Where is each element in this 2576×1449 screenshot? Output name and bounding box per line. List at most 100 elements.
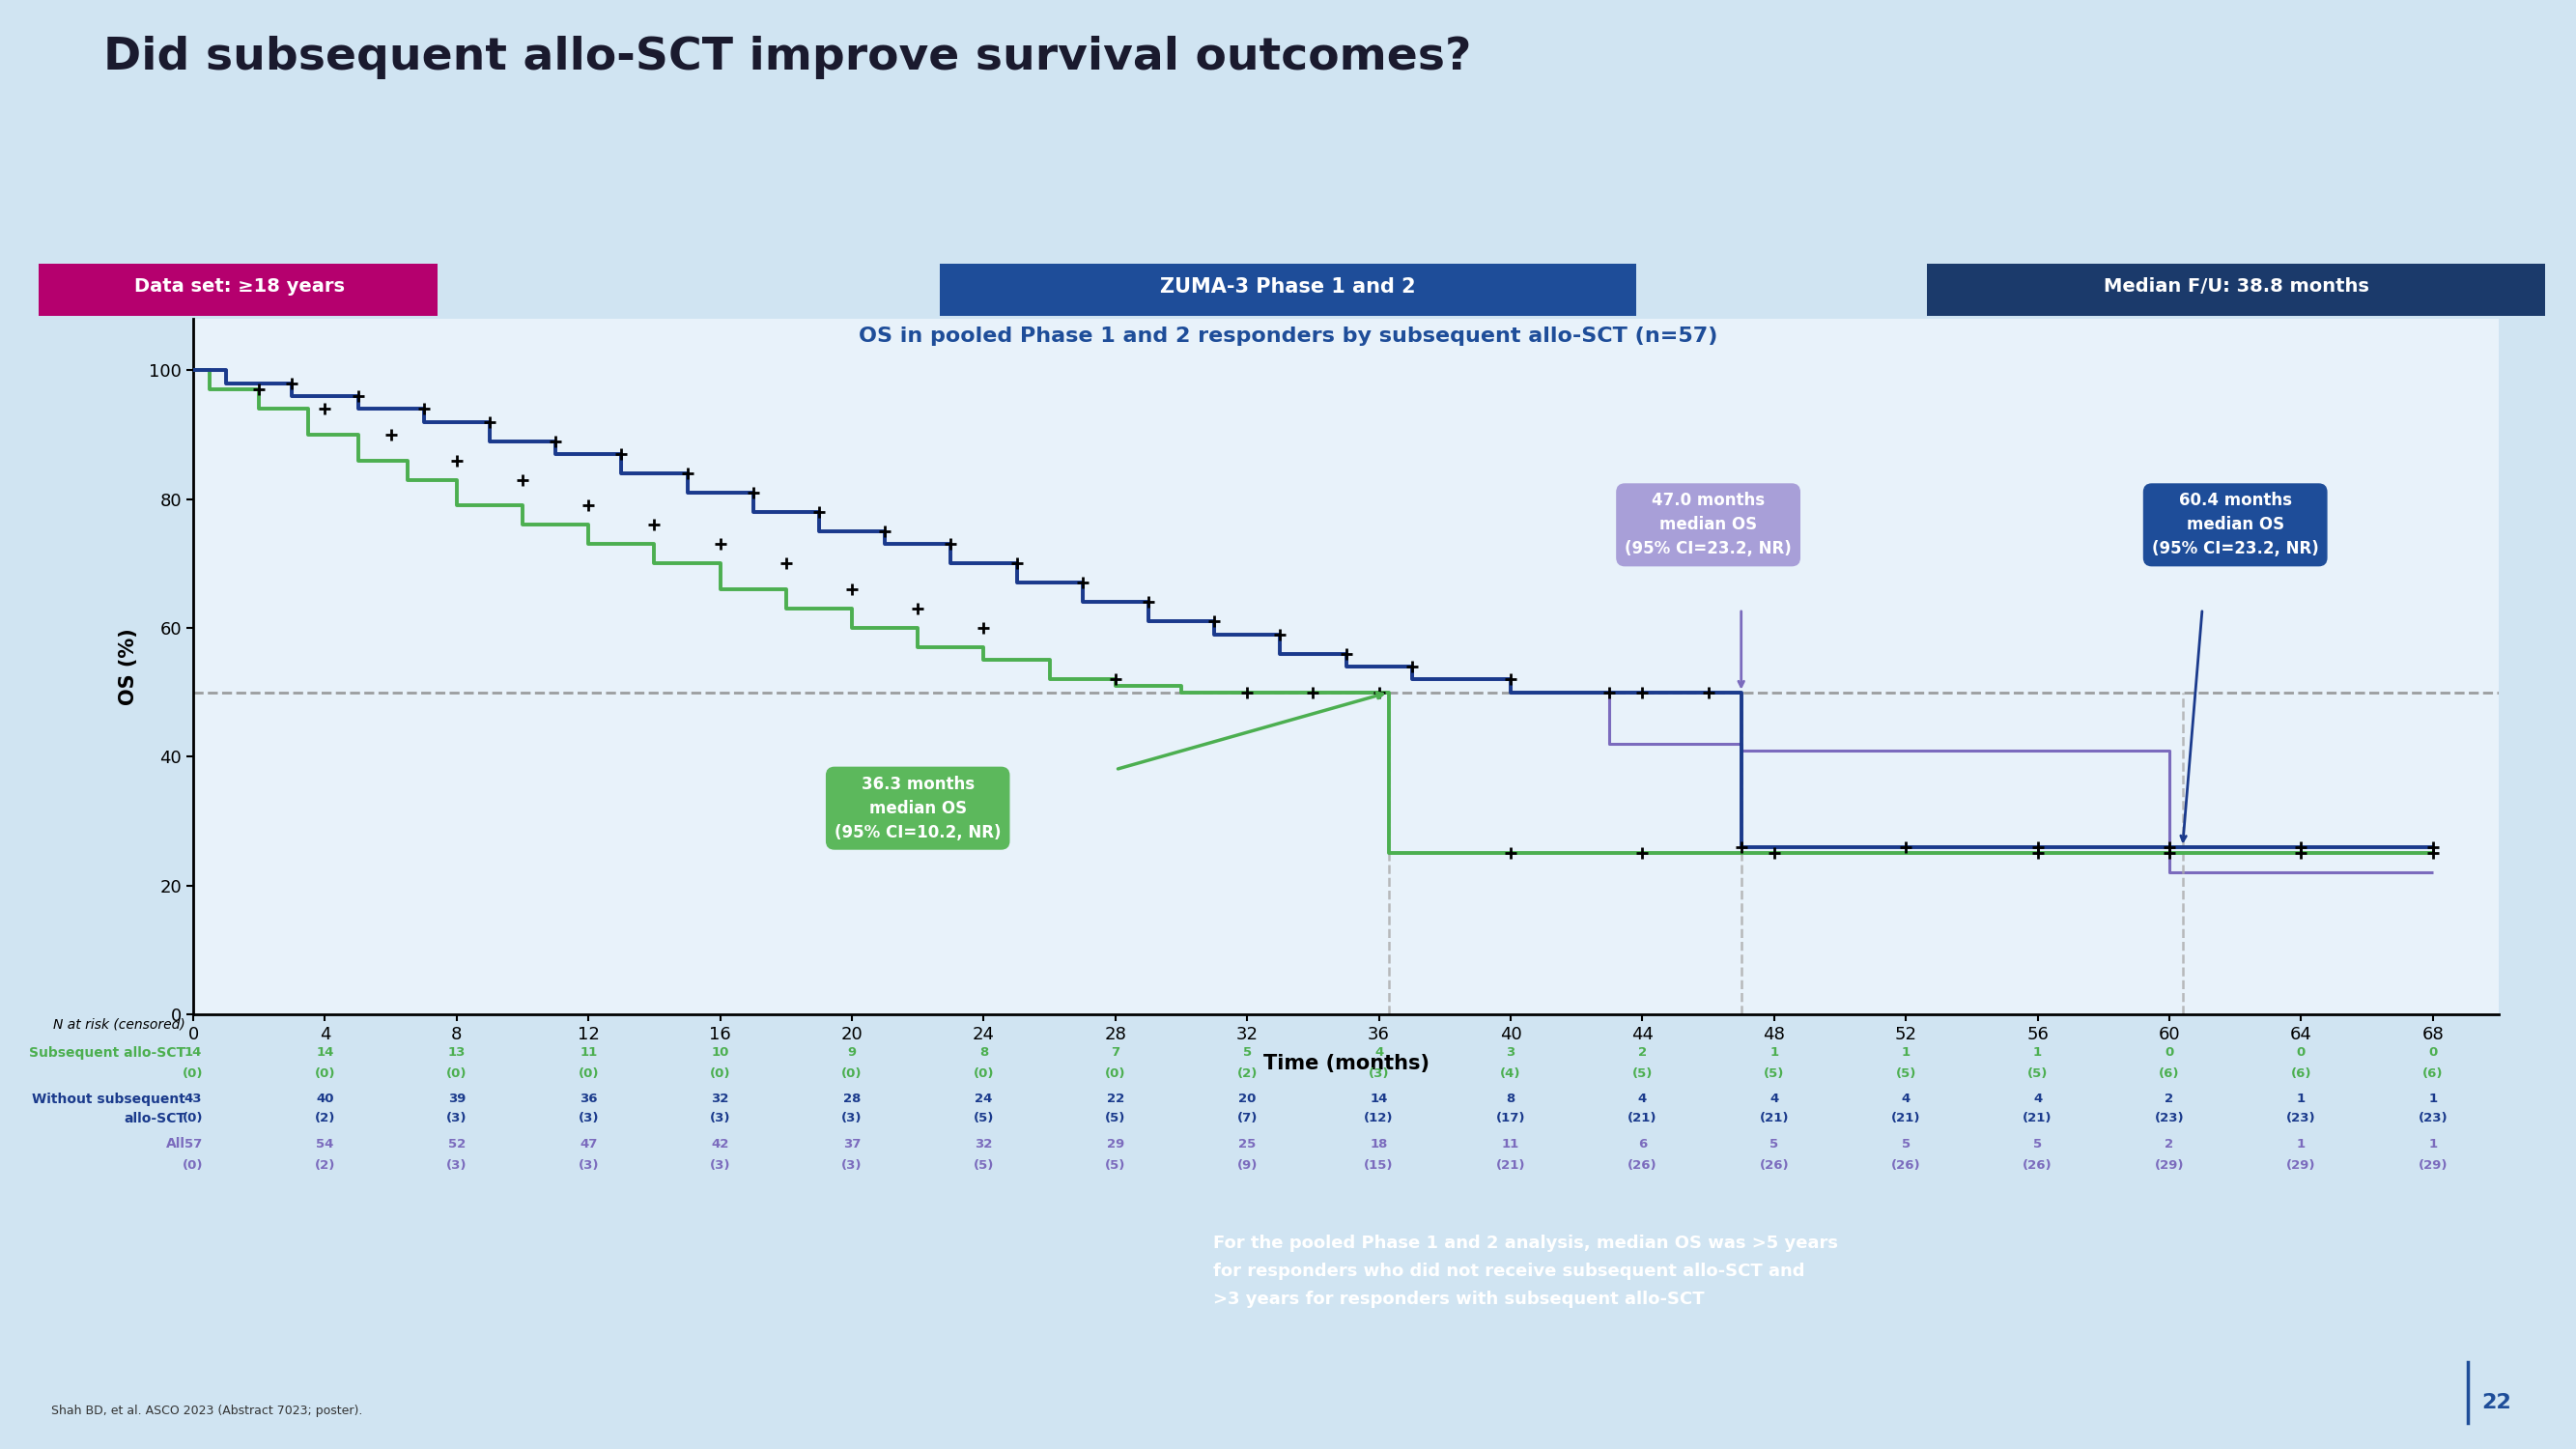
Text: 10: 10 — [711, 1046, 729, 1059]
Text: (0): (0) — [974, 1068, 994, 1081]
Text: (6): (6) — [2421, 1068, 2442, 1081]
Text: 4: 4 — [1376, 1046, 1383, 1059]
Text: (0): (0) — [183, 1068, 204, 1081]
Text: (0): (0) — [1105, 1068, 1126, 1081]
Text: 0: 0 — [2298, 1046, 2306, 1059]
Text: 60.4 months
median OS
(95% CI=23.2, NR): 60.4 months median OS (95% CI=23.2, NR) — [2151, 493, 2318, 558]
Text: 2: 2 — [2164, 1137, 2174, 1151]
Text: (21): (21) — [2022, 1111, 2053, 1124]
Text: (5): (5) — [1896, 1068, 1917, 1081]
Text: (3): (3) — [1368, 1068, 1388, 1081]
Text: 11: 11 — [580, 1046, 598, 1059]
Text: (5): (5) — [1105, 1111, 1126, 1124]
Text: 1: 1 — [2298, 1093, 2306, 1106]
Text: OS in pooled Phase 1 and 2 responders by subsequent allo-SCT (n=57): OS in pooled Phase 1 and 2 responders by… — [858, 326, 1718, 345]
Text: 22: 22 — [2481, 1394, 2512, 1413]
Text: (29): (29) — [2287, 1159, 2316, 1172]
Text: 1: 1 — [2429, 1137, 2437, 1151]
Text: (0): (0) — [446, 1068, 466, 1081]
FancyBboxPatch shape — [39, 264, 438, 316]
Text: 40: 40 — [317, 1093, 335, 1106]
Text: N at risk (censored): N at risk (censored) — [54, 1017, 185, 1030]
Text: 4: 4 — [1638, 1093, 1646, 1106]
Text: (23): (23) — [2419, 1111, 2447, 1124]
Text: 32: 32 — [711, 1093, 729, 1106]
Text: (26): (26) — [1759, 1159, 1788, 1172]
Text: 2: 2 — [1638, 1046, 1646, 1059]
Text: 1: 1 — [1901, 1046, 1911, 1059]
Text: (9): (9) — [1236, 1159, 1257, 1172]
Text: 4: 4 — [2032, 1093, 2043, 1106]
Text: (3): (3) — [446, 1159, 466, 1172]
Text: 36.3 months
median OS
(95% CI=10.2, NR): 36.3 months median OS (95% CI=10.2, NR) — [835, 775, 1002, 840]
Text: (2): (2) — [314, 1111, 335, 1124]
Text: 5: 5 — [1242, 1046, 1252, 1059]
Text: 8: 8 — [979, 1046, 989, 1059]
Text: (0): (0) — [577, 1068, 598, 1081]
Text: 14: 14 — [1370, 1093, 1388, 1106]
Text: 32: 32 — [974, 1137, 992, 1151]
FancyBboxPatch shape — [940, 264, 1636, 316]
Text: allo-SCT: allo-SCT — [124, 1111, 185, 1124]
Text: 11: 11 — [1502, 1137, 1520, 1151]
Text: 4: 4 — [1901, 1093, 1911, 1106]
FancyBboxPatch shape — [1927, 264, 2545, 316]
Text: (0): (0) — [314, 1068, 335, 1081]
Text: (5): (5) — [974, 1159, 994, 1172]
Text: (5): (5) — [1105, 1159, 1126, 1172]
Text: 28: 28 — [842, 1093, 860, 1106]
Text: 14: 14 — [185, 1046, 201, 1059]
Text: (23): (23) — [2154, 1111, 2184, 1124]
Text: (6): (6) — [2290, 1068, 2311, 1081]
Text: (3): (3) — [577, 1159, 598, 1172]
Text: Without subsequent: Without subsequent — [31, 1093, 185, 1106]
Text: (2): (2) — [1236, 1068, 1257, 1081]
Text: (23): (23) — [2287, 1111, 2316, 1124]
Text: 14: 14 — [317, 1046, 335, 1059]
Text: (3): (3) — [446, 1111, 466, 1124]
Text: 7: 7 — [1110, 1046, 1121, 1059]
Text: (26): (26) — [1628, 1159, 1656, 1172]
Text: 47: 47 — [580, 1137, 598, 1151]
Text: Shah BD, et al. ASCO 2023 (Abstract 7023; poster).: Shah BD, et al. ASCO 2023 (Abstract 7023… — [52, 1404, 363, 1417]
Text: 6: 6 — [1638, 1137, 1646, 1151]
Text: 36: 36 — [580, 1093, 598, 1106]
Text: (12): (12) — [1365, 1111, 1394, 1124]
Text: (5): (5) — [1765, 1068, 1785, 1081]
Text: (0): (0) — [842, 1068, 863, 1081]
Text: 43: 43 — [185, 1093, 201, 1106]
Text: 1: 1 — [2298, 1137, 2306, 1151]
Text: 5: 5 — [1901, 1137, 1911, 1151]
Text: 5: 5 — [2032, 1137, 2043, 1151]
Text: 22: 22 — [1108, 1093, 1123, 1106]
Text: (7): (7) — [1236, 1111, 1257, 1124]
Text: (3): (3) — [577, 1111, 598, 1124]
Text: (3): (3) — [842, 1159, 863, 1172]
Text: (0): (0) — [711, 1068, 732, 1081]
Text: Subsequent allo-SCT: Subsequent allo-SCT — [28, 1046, 185, 1059]
Text: For the pooled Phase 1 and 2 analysis, median OS was >5 years
for responders who: For the pooled Phase 1 and 2 analysis, m… — [1213, 1235, 1837, 1308]
Text: Did subsequent allo-SCT improve survival outcomes?: Did subsequent allo-SCT improve survival… — [103, 36, 1471, 80]
Text: Median F/U: 38.8 months: Median F/U: 38.8 months — [2102, 278, 2370, 296]
X-axis label: Time (months): Time (months) — [1262, 1053, 1430, 1074]
Text: (5): (5) — [2027, 1068, 2048, 1081]
Text: (2): (2) — [314, 1159, 335, 1172]
Text: 42: 42 — [711, 1137, 729, 1151]
Text: (21): (21) — [1628, 1111, 1656, 1124]
Text: 20: 20 — [1239, 1093, 1257, 1106]
Text: (17): (17) — [1497, 1111, 1525, 1124]
Text: 52: 52 — [448, 1137, 466, 1151]
Text: (26): (26) — [2022, 1159, 2053, 1172]
Text: 13: 13 — [448, 1046, 466, 1059]
Text: (5): (5) — [1633, 1068, 1654, 1081]
Text: (21): (21) — [1891, 1111, 1922, 1124]
Text: Data set: ≥18 years: Data set: ≥18 years — [134, 278, 345, 296]
Text: 47.0 months
median OS
(95% CI=23.2, NR): 47.0 months median OS (95% CI=23.2, NR) — [1625, 493, 1793, 558]
Text: 25: 25 — [1239, 1137, 1257, 1151]
Text: 1: 1 — [2429, 1093, 2437, 1106]
Text: 4: 4 — [1770, 1093, 1777, 1106]
Text: (3): (3) — [711, 1159, 732, 1172]
Text: 39: 39 — [448, 1093, 466, 1106]
Text: 3: 3 — [1507, 1046, 1515, 1059]
Text: ZUMA-3 Phase 1 and 2: ZUMA-3 Phase 1 and 2 — [1159, 277, 1417, 297]
